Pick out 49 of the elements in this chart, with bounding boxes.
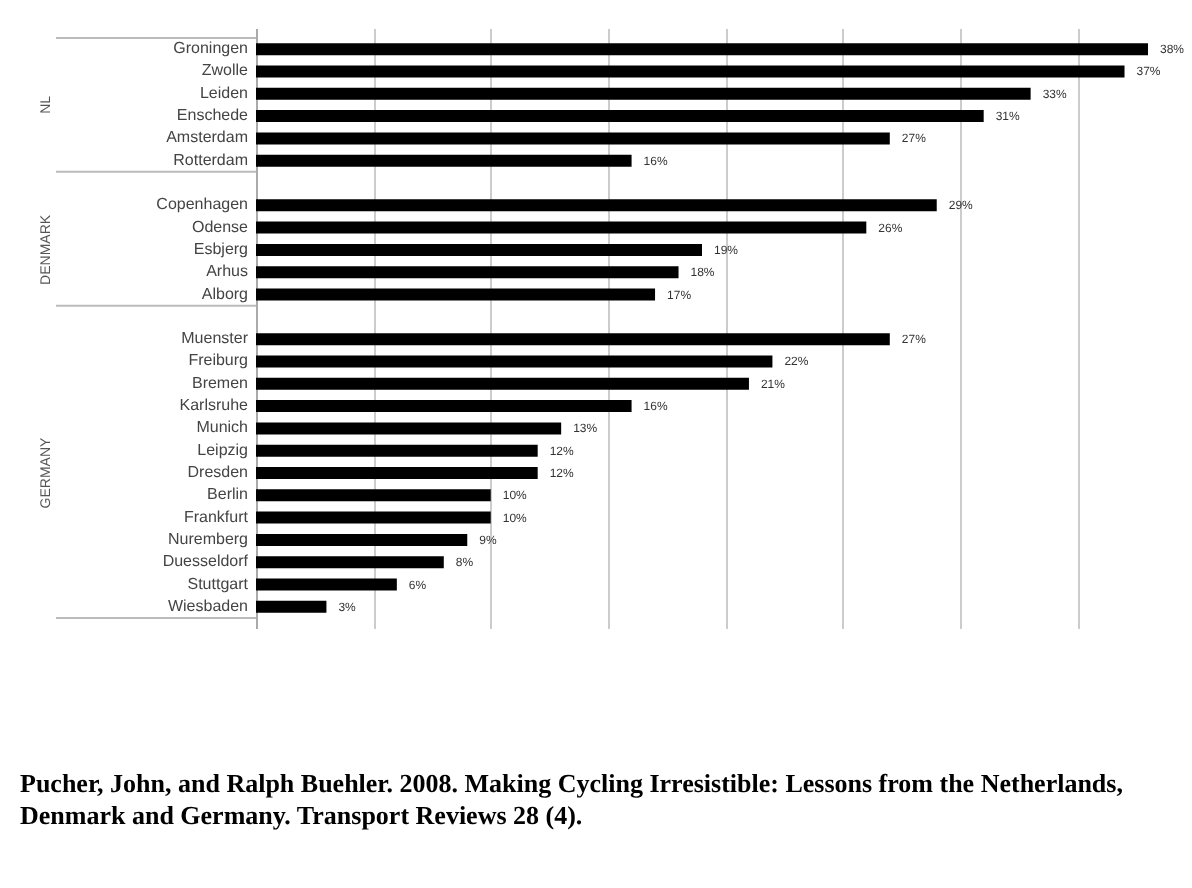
bar <box>256 221 867 234</box>
bar <box>256 333 890 346</box>
y-tick-label: Esbjerg <box>193 239 248 258</box>
y-tick-label: Bremen <box>191 373 248 392</box>
y-tick-label: Muenster <box>181 329 249 348</box>
bar <box>256 266 679 279</box>
y-tick-label: Wiesbaden <box>167 596 248 615</box>
y-tick-label: Leipzig <box>197 440 248 459</box>
y-tick-label: Enschede <box>176 106 250 125</box>
y-tick-label: Arhus <box>206 262 248 281</box>
y-tick-label: Alborg <box>201 284 248 303</box>
y-tick-label: Zwolle <box>201 61 250 80</box>
bar <box>256 288 656 301</box>
y-tick-label: Stuttgart <box>187 574 250 593</box>
text: Pucher, John, and Ralph Buehler. 2008. Making Cycling Irresistible: Lessons from the Netherlands, Denmark and Germany. Transport Reviews 28 (4). <box>20 768 1125 832</box>
y-tick-label: Munich <box>196 418 248 437</box>
y-tick-label: Copenhagen <box>156 195 248 214</box>
bar <box>256 422 562 435</box>
y-tick-label: Odense <box>191 217 250 236</box>
bar <box>256 533 468 546</box>
y-tick-label: Rotterdam <box>173 150 249 169</box>
y-tick-label: Freiburg <box>188 351 248 370</box>
bar <box>256 87 1031 100</box>
bar <box>256 400 632 413</box>
bar <box>256 199 937 212</box>
bar <box>256 578 397 591</box>
bar <box>256 154 632 167</box>
y-tick-label: Dresden <box>187 463 248 481</box>
y-tick-label: Frankfurt <box>183 507 250 526</box>
y-tick-label: Duesseldorf <box>162 552 250 571</box>
y-tick-label: Leiden <box>199 83 248 102</box>
bar <box>256 110 984 123</box>
bar <box>256 377 749 390</box>
bar <box>256 243 702 256</box>
bar <box>256 43 1148 56</box>
bar <box>256 600 327 613</box>
bar <box>256 511 491 524</box>
y-tick-label: Groningen <box>173 39 248 58</box>
bar <box>256 355 773 368</box>
y-tick-label: Karlsruhe <box>179 396 250 415</box>
bar <box>256 556 444 569</box>
y-tick-label: Nuremberg <box>167 529 248 548</box>
bar <box>256 489 491 502</box>
y-tick-label: Berlin <box>207 485 248 504</box>
bar <box>256 65 1125 78</box>
bar <box>256 467 538 479</box>
bar <box>256 132 890 145</box>
y-tick-label: Amsterdam <box>166 128 249 147</box>
bar <box>256 444 538 457</box>
